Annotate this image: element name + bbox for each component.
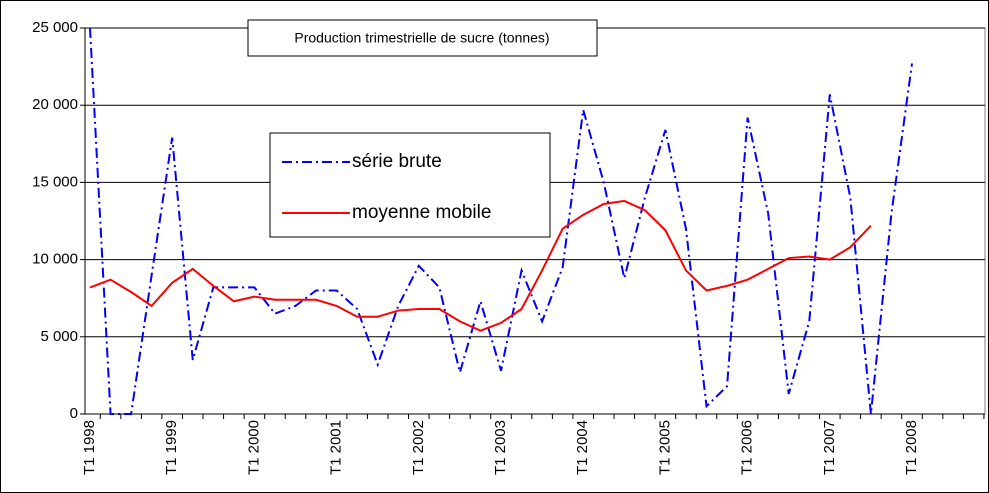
series-line xyxy=(89,27,913,415)
legend-label: moyenne mobile xyxy=(352,202,491,223)
x-tick-label: T1 2004 xyxy=(574,420,591,475)
x-tick-label: T1 2000 xyxy=(245,420,262,475)
y-tick-label: 25 000 xyxy=(32,19,78,36)
y-tick-label: 5 000 xyxy=(40,328,78,345)
y-tick-label: 10 000 xyxy=(32,251,78,268)
chart-title: Production trimestrielle de sucre (tonne… xyxy=(294,30,549,46)
x-tick-label: T1 2008 xyxy=(903,420,920,475)
x-tick-label: T1 2002 xyxy=(410,420,427,475)
x-tick-label: T1 2007 xyxy=(821,420,838,475)
legend xyxy=(269,132,551,238)
legend-label: série brute xyxy=(352,151,442,172)
y-tick-label: 20 000 xyxy=(32,96,78,113)
x-tick-label: T1 2001 xyxy=(328,420,345,475)
y-tick-label: 0 xyxy=(70,405,78,422)
x-tick-label: T1 1998 xyxy=(81,420,98,475)
x-tick-label: T1 2003 xyxy=(492,420,509,475)
series-line xyxy=(89,199,872,332)
x-tick-label: T1 1999 xyxy=(163,420,180,475)
y-tick-label: 15 000 xyxy=(32,173,78,190)
title-box xyxy=(247,19,598,57)
x-tick-label: T1 2005 xyxy=(656,420,673,475)
x-tick-label: T1 2006 xyxy=(739,420,756,475)
